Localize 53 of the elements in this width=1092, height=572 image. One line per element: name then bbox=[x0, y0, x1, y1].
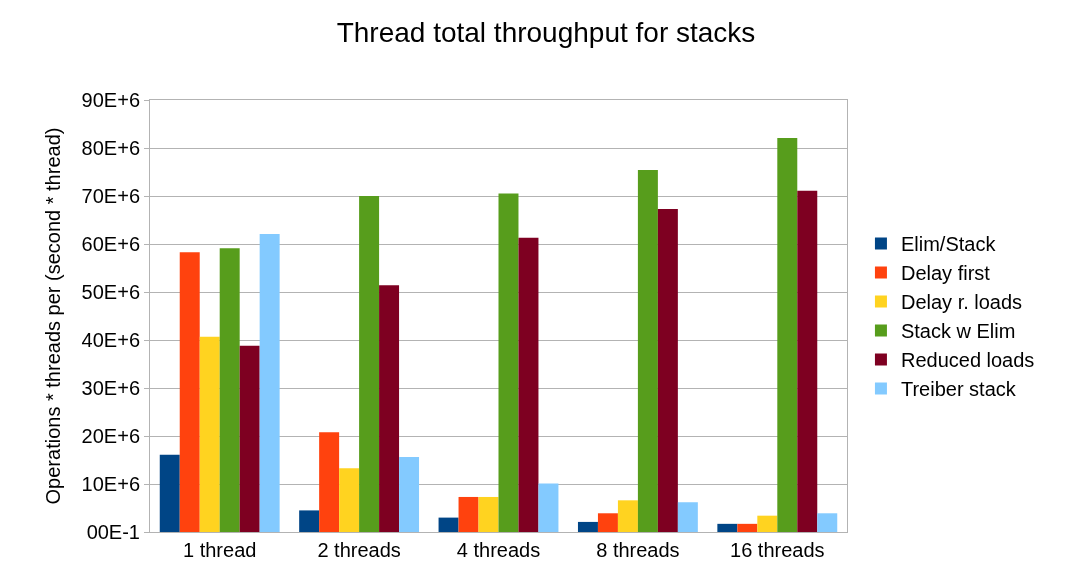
bar bbox=[777, 137, 798, 532]
bar bbox=[597, 513, 618, 532]
bar bbox=[438, 517, 459, 532]
bar bbox=[478, 496, 499, 532]
y-tick-label: 60E+6 bbox=[81, 233, 140, 255]
bar bbox=[179, 252, 200, 532]
y-tick-label: 30E+6 bbox=[81, 377, 140, 399]
bar bbox=[817, 513, 838, 532]
bar bbox=[717, 523, 738, 532]
chart-title: Thread total throughput for stacks bbox=[336, 17, 756, 49]
y-tick-label: 40E+6 bbox=[81, 329, 140, 351]
bar bbox=[319, 432, 340, 532]
bar bbox=[637, 170, 658, 532]
y-tick-label: 00E-1 bbox=[86, 521, 140, 543]
bar bbox=[757, 515, 778, 532]
bar bbox=[359, 196, 380, 532]
x-tick-label: 2 threads bbox=[317, 539, 401, 561]
bar bbox=[677, 502, 698, 532]
bar bbox=[498, 193, 519, 532]
bar bbox=[458, 496, 479, 532]
legend-label: Stack w Elim bbox=[900, 320, 1016, 343]
y-axis-title: Operations * threads per (second * thread) bbox=[42, 127, 65, 505]
bar bbox=[199, 336, 220, 532]
y-tick-label: 50E+6 bbox=[81, 281, 140, 303]
bar bbox=[617, 500, 638, 532]
bar bbox=[657, 208, 678, 532]
legend-label: Elim/Stack bbox=[900, 233, 997, 256]
legend-label: Reduced loads bbox=[900, 349, 1035, 372]
bar bbox=[239, 345, 260, 532]
y-tick-label: 70E+6 bbox=[81, 185, 140, 207]
y-tick-label: 90E+6 bbox=[81, 89, 140, 111]
bar bbox=[219, 248, 240, 532]
legend-label: Delay r. loads bbox=[900, 291, 1023, 314]
x-tick-label: 1 thread bbox=[183, 539, 257, 561]
bar bbox=[797, 190, 818, 532]
bar bbox=[518, 237, 539, 532]
bar bbox=[259, 233, 280, 532]
bar bbox=[399, 457, 420, 532]
x-tick-label: 8 threads bbox=[596, 539, 680, 561]
bar bbox=[577, 521, 598, 532]
bar bbox=[379, 285, 400, 532]
bar bbox=[339, 468, 360, 532]
x-tick-label: 4 threads bbox=[456, 539, 541, 561]
y-tick-label: 80E+6 bbox=[81, 137, 140, 159]
bar bbox=[538, 483, 559, 532]
y-tick-label: 10E+6 bbox=[81, 473, 140, 495]
legend-label: Treiber stack bbox=[900, 378, 1017, 401]
y-tick-label: 20E+6 bbox=[81, 425, 140, 447]
legend-label: Delay first bbox=[900, 262, 991, 285]
x-tick-label: 16 threads bbox=[730, 539, 825, 561]
bar bbox=[737, 523, 758, 532]
bar bbox=[299, 510, 320, 532]
bar bbox=[159, 454, 180, 532]
